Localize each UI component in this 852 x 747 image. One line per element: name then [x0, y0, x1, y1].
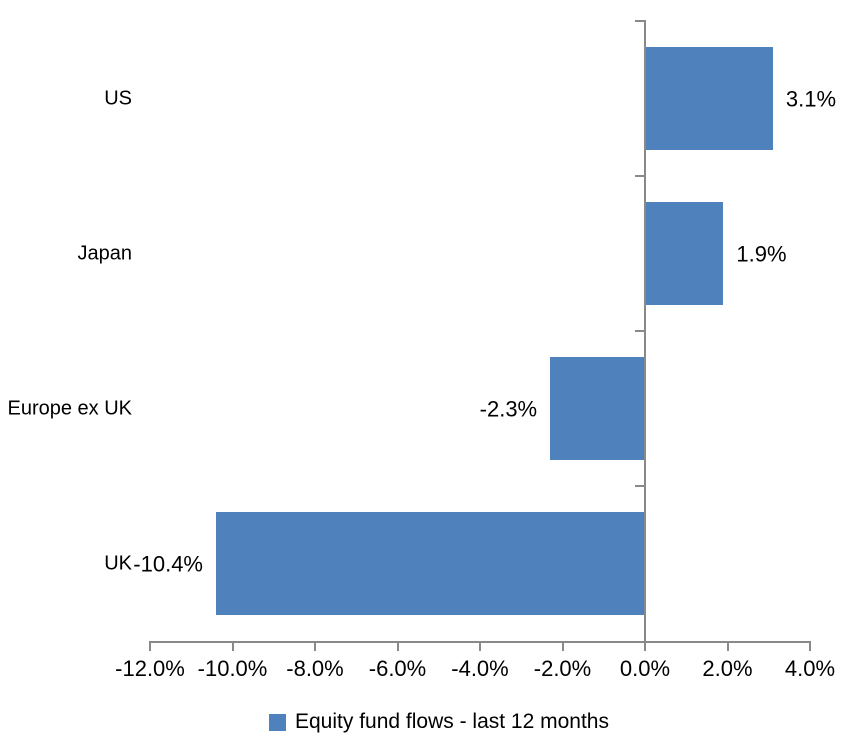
x-axis-tick: [231, 643, 234, 651]
value-label-uk: -10.4%: [133, 550, 203, 576]
category-label-japan: Japan: [77, 242, 133, 264]
bar-japan: [645, 201, 724, 306]
x-axis-tick-label: 2.0%: [702, 656, 753, 681]
category-label-uk: UK: [104, 552, 132, 574]
y-axis-tick: [635, 175, 645, 177]
x-axis-tick: [479, 643, 481, 651]
legend-label: Equity fund flows - last 12 months: [295, 710, 609, 733]
x-axis-tick: [314, 643, 316, 651]
x-axis-tick: [809, 643, 811, 651]
x-axis-tick-label: 0.0%: [619, 656, 671, 681]
category-label-europe-ex-uk: Europe ex UK: [7, 397, 132, 419]
x-axis-tick-label: -8.0%: [286, 656, 344, 681]
bar-us: [645, 46, 773, 151]
y-axis-zero-line: [644, 20, 646, 643]
bar-uk: [216, 511, 645, 616]
x-axis-tick-label: -4.0%: [451, 656, 509, 681]
value-label-europe-ex-uk: -2.3%: [479, 395, 538, 421]
x-axis-tick-label: -10.0%: [197, 656, 268, 681]
bar-europe-ex-uk: [550, 356, 645, 461]
x-axis-tick: [396, 643, 399, 651]
y-axis-tick: [635, 330, 645, 332]
x-axis-tick: [644, 643, 646, 651]
x-axis-tick-label: 4.0%: [784, 656, 836, 681]
legend-marker-icon: [269, 713, 286, 731]
x-axis-tick-label: -12.0%: [115, 656, 185, 681]
value-label-us: 3.1%: [785, 85, 837, 111]
x-axis-line: [149, 641, 811, 643]
x-axis-tick-label: -6.0%: [368, 656, 427, 681]
value-label-japan: 1.9%: [736, 240, 787, 266]
y-axis-tick: [635, 20, 645, 22]
x-axis-tick: [149, 643, 151, 651]
x-axis-tick: [726, 643, 729, 651]
x-axis-tick-label: -2.0%: [533, 656, 592, 681]
y-axis-tick: [635, 485, 645, 487]
category-label-us: US: [104, 87, 132, 109]
legend: Equity fund flows - last 12 months: [13, 707, 852, 737]
x-axis-tick: [561, 643, 564, 651]
